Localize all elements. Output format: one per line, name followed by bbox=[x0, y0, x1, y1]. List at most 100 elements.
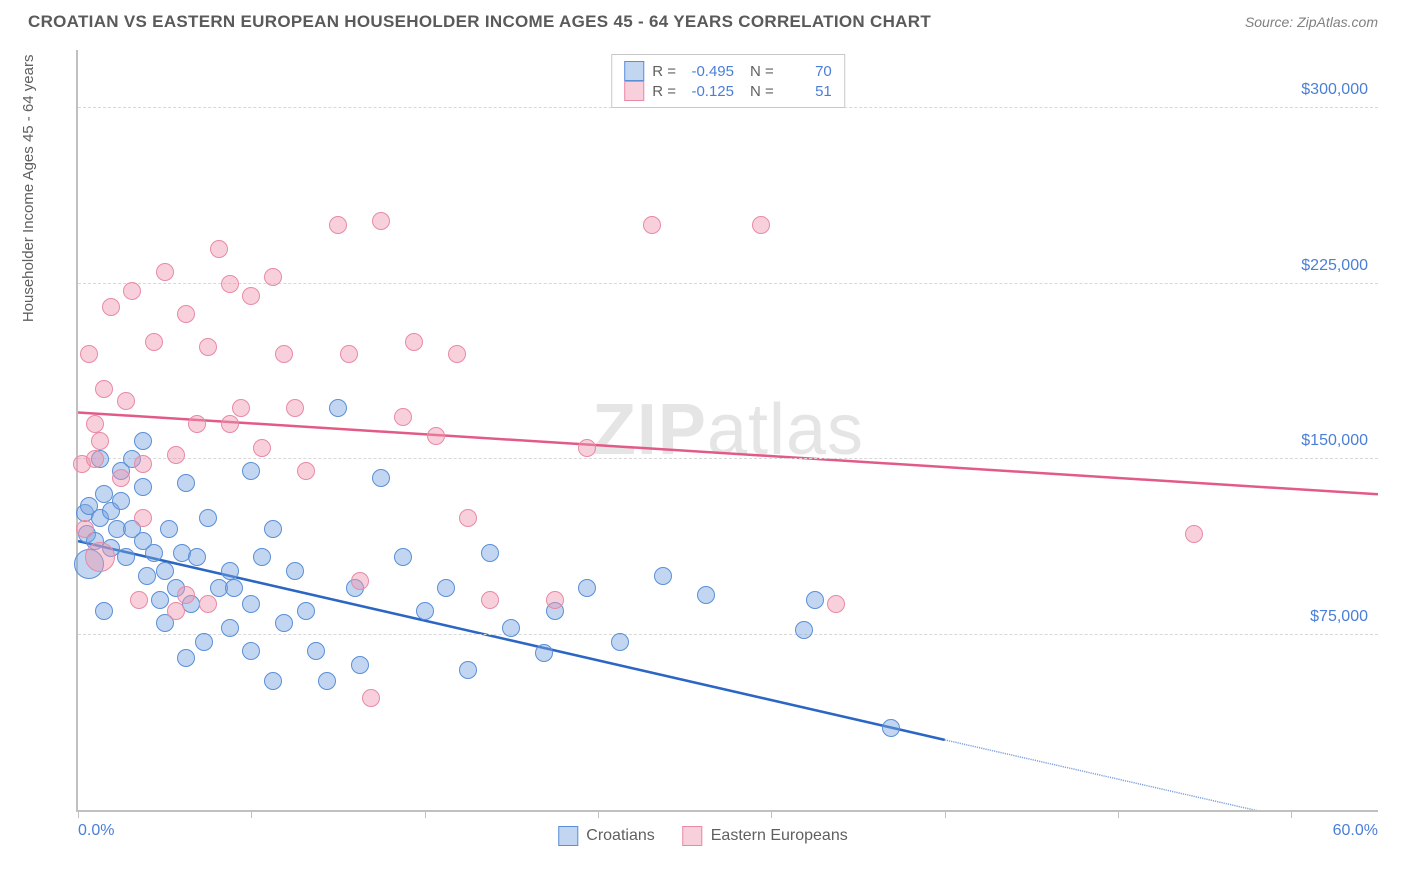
data-point bbox=[188, 548, 206, 566]
data-point bbox=[427, 427, 445, 445]
x-tick bbox=[1291, 810, 1292, 818]
x-tick bbox=[1118, 810, 1119, 818]
data-point bbox=[448, 345, 466, 363]
data-point bbox=[372, 212, 390, 230]
y-axis-label: Householder Income Ages 45 - 64 years bbox=[20, 55, 37, 323]
data-point bbox=[80, 345, 98, 363]
data-point bbox=[697, 586, 715, 604]
data-point bbox=[481, 544, 499, 562]
x-tick bbox=[425, 810, 426, 818]
data-point bbox=[275, 614, 293, 632]
correlation-legend: R = -0.495 N = 70 R = -0.125 N = 51 bbox=[611, 54, 845, 108]
trend-lines bbox=[78, 50, 1378, 810]
data-point bbox=[318, 672, 336, 690]
data-point bbox=[138, 567, 156, 585]
data-point bbox=[459, 661, 477, 679]
data-point bbox=[86, 450, 104, 468]
data-point bbox=[351, 572, 369, 590]
data-point bbox=[253, 548, 271, 566]
data-point bbox=[416, 602, 434, 620]
data-point bbox=[145, 544, 163, 562]
data-point bbox=[827, 595, 845, 613]
data-point bbox=[195, 633, 213, 651]
data-point bbox=[167, 446, 185, 464]
data-point bbox=[297, 602, 315, 620]
data-point bbox=[225, 579, 243, 597]
data-point bbox=[91, 432, 109, 450]
chart-title: CROATIAN VS EASTERN EUROPEAN HOUSEHOLDER… bbox=[28, 12, 931, 32]
data-point bbox=[151, 591, 169, 609]
data-point bbox=[795, 621, 813, 639]
data-point bbox=[297, 462, 315, 480]
data-point bbox=[340, 345, 358, 363]
source-label: Source: ZipAtlas.com bbox=[1245, 14, 1378, 30]
data-point bbox=[1185, 525, 1203, 543]
data-point bbox=[502, 619, 520, 637]
data-point bbox=[95, 602, 113, 620]
data-point bbox=[405, 333, 423, 351]
data-point bbox=[221, 562, 239, 580]
data-point bbox=[123, 282, 141, 300]
legend-item: Croatians bbox=[558, 826, 654, 846]
data-point bbox=[188, 415, 206, 433]
data-point bbox=[210, 240, 228, 258]
data-point bbox=[177, 305, 195, 323]
legend-row: R = -0.125 N = 51 bbox=[624, 81, 832, 101]
data-point bbox=[199, 509, 217, 527]
data-point bbox=[134, 432, 152, 450]
data-point bbox=[85, 542, 115, 572]
x-tick bbox=[78, 810, 79, 818]
data-point bbox=[329, 216, 347, 234]
x-max-label: 60.0% bbox=[1333, 822, 1378, 840]
data-point bbox=[806, 591, 824, 609]
plot-area: ZIPatlas R = -0.495 N = 70 R = -0.125 N … bbox=[76, 50, 1378, 812]
data-point bbox=[134, 455, 152, 473]
data-point bbox=[156, 263, 174, 281]
data-point bbox=[394, 408, 412, 426]
data-point bbox=[156, 562, 174, 580]
data-point bbox=[264, 520, 282, 538]
swatch-icon bbox=[558, 826, 578, 846]
data-point bbox=[307, 642, 325, 660]
swatch-icon bbox=[624, 61, 644, 81]
data-point bbox=[275, 345, 293, 363]
data-point bbox=[546, 591, 564, 609]
data-point bbox=[242, 462, 260, 480]
data-point bbox=[578, 579, 596, 597]
y-tick-label: $150,000 bbox=[1301, 432, 1368, 450]
data-point bbox=[167, 602, 185, 620]
data-point bbox=[372, 469, 390, 487]
data-point bbox=[177, 586, 195, 604]
data-point bbox=[242, 287, 260, 305]
x-tick bbox=[771, 810, 772, 818]
data-point bbox=[578, 439, 596, 457]
data-point bbox=[112, 469, 130, 487]
data-point bbox=[76, 520, 94, 538]
data-point bbox=[199, 338, 217, 356]
data-point bbox=[394, 548, 412, 566]
data-point bbox=[95, 380, 113, 398]
y-tick-label: $225,000 bbox=[1301, 257, 1368, 275]
data-point bbox=[264, 268, 282, 286]
data-point bbox=[130, 591, 148, 609]
x-min-label: 0.0% bbox=[78, 822, 114, 840]
x-tick bbox=[945, 810, 946, 818]
data-point bbox=[882, 719, 900, 737]
data-point bbox=[286, 399, 304, 417]
data-point bbox=[242, 642, 260, 660]
data-point bbox=[643, 216, 661, 234]
gridline bbox=[78, 458, 1378, 459]
data-point bbox=[134, 509, 152, 527]
data-point bbox=[481, 591, 499, 609]
data-point bbox=[264, 672, 282, 690]
data-point bbox=[95, 485, 113, 503]
y-tick-label: $300,000 bbox=[1301, 81, 1368, 99]
data-point bbox=[362, 689, 380, 707]
data-point bbox=[752, 216, 770, 234]
data-point bbox=[145, 333, 163, 351]
data-point bbox=[654, 567, 672, 585]
data-point bbox=[459, 509, 477, 527]
chart-container: Householder Income Ages 45 - 64 years ZI… bbox=[28, 50, 1378, 862]
data-point bbox=[329, 399, 347, 417]
y-tick-label: $75,000 bbox=[1310, 608, 1368, 626]
